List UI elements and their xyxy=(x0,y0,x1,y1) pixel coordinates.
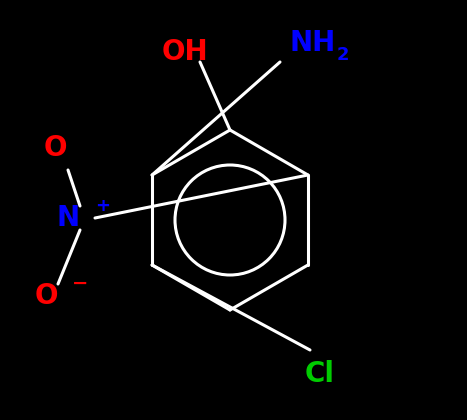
Text: 2: 2 xyxy=(337,46,349,64)
Text: OH: OH xyxy=(162,38,208,66)
Text: N: N xyxy=(57,204,79,232)
Text: Cl: Cl xyxy=(305,360,335,388)
Text: O: O xyxy=(34,282,58,310)
Text: O: O xyxy=(43,134,67,162)
Text: NH: NH xyxy=(290,29,336,57)
Text: −: − xyxy=(72,273,88,292)
Text: +: + xyxy=(95,197,111,215)
